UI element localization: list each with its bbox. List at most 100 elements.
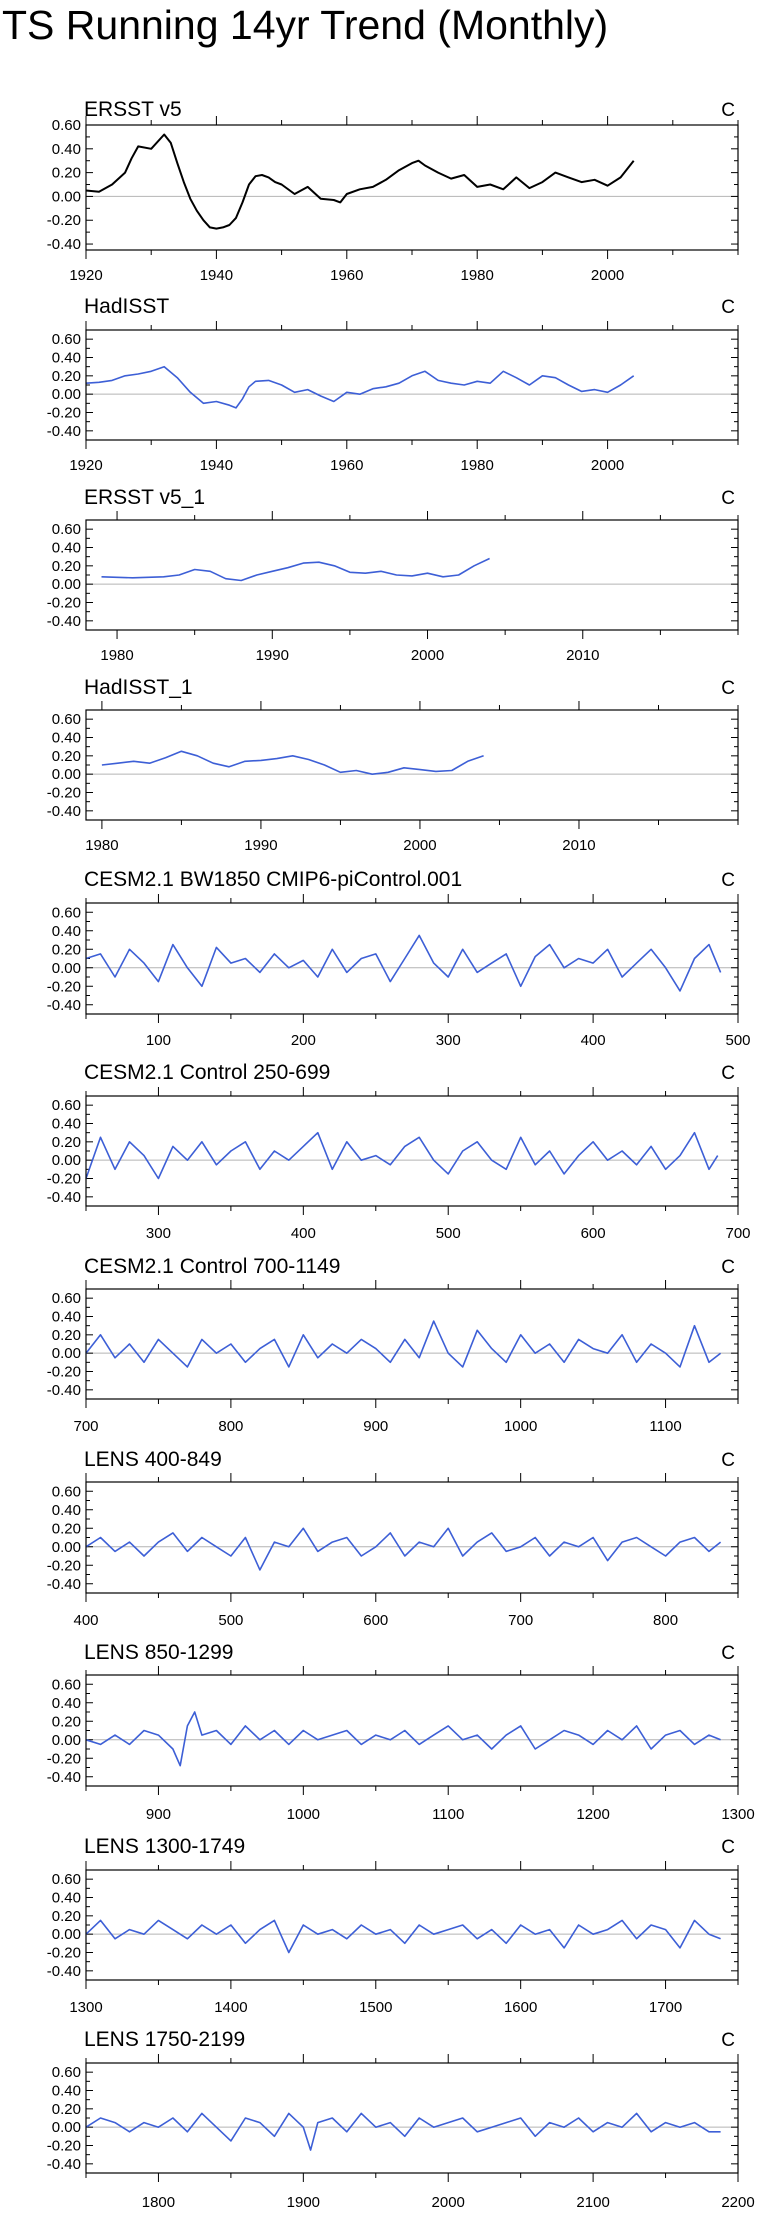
x-tick-label: 1980 [461, 267, 494, 284]
x-tick-label: 800 [218, 1418, 243, 1435]
y-tick-label: 0.00 [52, 1539, 81, 1556]
y-tick-label: -0.20 [47, 1750, 81, 1767]
x-tick-label: 900 [146, 1806, 171, 1823]
unit-label: C [721, 1643, 735, 1664]
series-line [101, 557, 490, 582]
y-tick-label: -0.40 [47, 1963, 81, 1980]
y-tick-label: 0.40 [52, 1309, 81, 1326]
x-tick-label: 500 [725, 1032, 750, 1049]
x-tick-label: 1980 [85, 837, 118, 854]
unit-label: C [721, 1450, 735, 1471]
x-tick-label: 600 [581, 1225, 606, 1242]
y-tick-label: 0.00 [52, 386, 81, 403]
y-tick-label: 0.20 [52, 558, 81, 575]
y-tick-label: 0.60 [52, 1097, 81, 1114]
y-tick-label: -0.40 [47, 2156, 81, 2173]
x-tick-label: 2000 [591, 267, 624, 284]
y-tick-label: 0.60 [52, 1676, 81, 1693]
x-tick-label: 2010 [566, 647, 599, 664]
y-tick-label: 0.00 [52, 1152, 81, 1169]
series-line [85, 1919, 721, 1954]
y-tick-label: 0.20 [52, 1134, 81, 1151]
x-tick-label: 1980 [461, 457, 494, 474]
y-tick-label: -0.40 [47, 613, 81, 630]
series-line [85, 1131, 719, 1180]
x-tick-label: 1500 [359, 1999, 392, 2016]
y-tick-label: 0.20 [52, 941, 81, 958]
plot-frame [85, 1288, 739, 1400]
x-tick-label: 400 [73, 1612, 98, 1629]
x-tick-label: 2100 [576, 2194, 609, 2211]
y-tick-label: 0.60 [52, 1290, 81, 1307]
x-tick-label: 1980 [100, 647, 133, 664]
y-tick-label: 0.60 [52, 711, 81, 728]
y-tick-label: -0.20 [47, 785, 81, 802]
y-tick-label: 0.20 [52, 748, 81, 765]
y-tick-label: -0.40 [47, 1382, 81, 1399]
x-tick-label: 1300 [69, 1999, 102, 2016]
x-tick-label: 1700 [649, 1999, 682, 2016]
y-tick-label: 0.20 [52, 368, 81, 385]
chart-panel: HadISST_1 C 0.60 0.400.200.00 -0.20-0.401980… [47, 676, 739, 854]
y-tick-label: -0.40 [47, 1769, 81, 1786]
x-tick-label: 1940 [200, 267, 233, 284]
panel-title: ERSST v5 [84, 98, 182, 121]
y-tick-label: 0.60 [52, 521, 81, 538]
x-tick-label: 300 [146, 1225, 171, 1242]
y-tick-label: -0.20 [47, 212, 81, 229]
y-tick-label: 0.00 [52, 1345, 81, 1362]
x-tick-label: 1800 [142, 2194, 175, 2211]
series-line [85, 1711, 721, 1767]
x-tick-label: 1000 [504, 1418, 537, 1435]
y-tick-label: 0.40 [52, 2083, 81, 2100]
y-tick-label: 0.60 [52, 331, 81, 348]
y-tick-label: 0.00 [52, 766, 81, 783]
y-tick-label: 0.40 [52, 730, 81, 747]
series-line [85, 365, 635, 409]
x-tick-label: 2200 [721, 2194, 754, 2211]
x-tick-label: 400 [291, 1225, 316, 1242]
plot-frame [85, 1674, 739, 1787]
plot-frame [85, 709, 739, 821]
y-tick-label: 0.60 [52, 2064, 81, 2081]
x-tick-label: 2010 [562, 837, 595, 854]
x-tick-label: 1400 [214, 1999, 247, 2016]
x-tick-label: 900 [363, 1418, 388, 1435]
x-tick-label: 300 [436, 1032, 461, 1049]
x-tick-label: 1920 [69, 457, 102, 474]
series-line [85, 133, 635, 230]
x-tick-label: 2000 [591, 457, 624, 474]
y-tick-label: -0.40 [47, 1189, 81, 1206]
y-tick-label: 0.20 [52, 1713, 81, 1730]
series-line [85, 1320, 722, 1368]
x-tick-label: 2000 [403, 837, 436, 854]
panel-title: CESM2.1 BW1850 CMIP6-piControl.001 [84, 868, 462, 891]
plot-frame [85, 1869, 739, 1981]
y-tick-label: 0.20 [52, 2101, 81, 2118]
x-tick-label: 500 [436, 1225, 461, 1242]
x-tick-label: 1100 [649, 1418, 681, 1435]
x-tick-label: 600 [363, 1612, 388, 1629]
y-tick-label: 0.60 [52, 117, 81, 134]
panel-title: CESM2.1 Control 250-699 [84, 1061, 330, 1084]
chart-panel: LENS 1300-1749 C 0.60 0.400.200.00 -0.20-0.4… [47, 1835, 739, 2016]
chart-panel: ERSST v5_1 C 0.60 0.400.200.00 -0.20-0.40 198… [47, 486, 739, 664]
x-tick-label: 2000 [411, 647, 444, 664]
panel-title: LENS 1300-1749 [84, 1835, 245, 1858]
y-tick-label: 0.00 [52, 188, 81, 205]
y-tick-label: 0.20 [52, 165, 81, 182]
x-tick-label: 700 [508, 1612, 533, 1629]
x-tick-label: 1600 [504, 1999, 537, 2016]
x-tick-label: 800 [653, 1612, 678, 1629]
y-tick-label: 0.60 [52, 904, 81, 921]
y-tick-label: -0.20 [47, 1945, 81, 1962]
x-tick-label: 2000 [432, 2194, 465, 2211]
y-tick-label: 0.60 [52, 1483, 81, 1500]
y-tick-label: 0.40 [52, 923, 81, 940]
y-tick-label: -0.20 [47, 595, 81, 612]
series-line [85, 2112, 721, 2151]
y-tick-label: 0.40 [52, 1502, 81, 1519]
plot-frame [85, 519, 739, 631]
x-tick-label: 1900 [287, 2194, 320, 2211]
y-tick-label: 0.40 [52, 1695, 81, 1712]
